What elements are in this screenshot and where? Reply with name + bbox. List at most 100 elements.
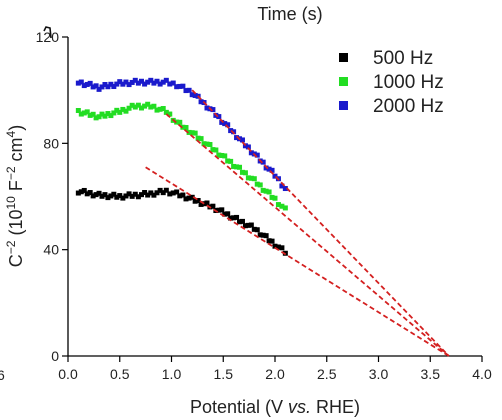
fit-line xyxy=(145,166,450,357)
data-point xyxy=(108,193,114,199)
data-point xyxy=(180,192,186,198)
data-point xyxy=(102,113,108,119)
x-tick-label: 2.0 xyxy=(265,366,285,382)
y-axis-title-sup: 4 xyxy=(4,130,18,137)
data-point xyxy=(78,111,84,117)
data-point xyxy=(90,193,96,199)
data-point xyxy=(228,215,234,221)
data-point xyxy=(210,147,216,153)
data-point xyxy=(99,84,105,90)
data-point xyxy=(263,233,269,239)
legend-label: 1000 Hz xyxy=(373,72,444,93)
x-axis-title-part: Potential (V xyxy=(190,397,288,417)
data-point xyxy=(96,190,102,196)
data-point xyxy=(254,181,260,187)
data-point xyxy=(225,122,231,128)
x-tick-label: 4.0 xyxy=(472,366,492,382)
data-point xyxy=(129,79,135,85)
data-point xyxy=(213,147,219,153)
data-point xyxy=(269,194,275,200)
data-point xyxy=(163,109,169,115)
data-point xyxy=(90,84,96,90)
data-point xyxy=(201,141,207,147)
data-point xyxy=(189,92,195,98)
y-axis-title-sup: −2 xyxy=(4,166,18,180)
data-point xyxy=(170,190,176,196)
data-point xyxy=(160,79,166,85)
y-axis-title-part: C xyxy=(6,254,26,267)
series-500-hz xyxy=(75,187,288,256)
data-point xyxy=(216,114,222,120)
data-point xyxy=(216,152,222,158)
data-point xyxy=(108,113,114,119)
data-point xyxy=(282,186,288,192)
data-point xyxy=(157,187,163,193)
legend: 500 Hz 1000 Hz 2000 Hz xyxy=(339,48,444,117)
data-point xyxy=(242,223,248,229)
data-point xyxy=(87,190,93,196)
data-point xyxy=(108,81,114,87)
data-point xyxy=(183,88,189,94)
data-point xyxy=(174,189,180,195)
data-point xyxy=(105,84,111,90)
data-point xyxy=(102,82,108,88)
x-tick-label: 0.5 xyxy=(110,366,130,382)
data-point xyxy=(135,194,141,200)
data-point xyxy=(170,80,176,86)
data-point xyxy=(174,84,180,90)
data-point xyxy=(138,78,144,84)
data-point xyxy=(242,170,248,176)
y-axis-title-part: (10 xyxy=(6,210,26,241)
data-point xyxy=(75,190,81,196)
data-point xyxy=(245,222,251,228)
fit-line xyxy=(191,89,450,357)
data-point xyxy=(269,167,275,173)
data-point xyxy=(245,175,251,181)
data-point xyxy=(186,195,192,201)
x-tick-label: 2.5 xyxy=(317,366,337,382)
data-point xyxy=(192,92,198,98)
data-point xyxy=(111,110,117,116)
data-point xyxy=(204,200,210,206)
data-point xyxy=(228,128,234,134)
data-point xyxy=(279,183,285,189)
data-point xyxy=(96,114,102,120)
data-point xyxy=(263,188,269,194)
data-point xyxy=(78,79,84,85)
data-point xyxy=(204,141,210,147)
data-point xyxy=(114,194,120,200)
x-tick-label: 1.5 xyxy=(214,366,234,382)
x-axis-title-vs: vs. xyxy=(288,397,311,417)
data-point xyxy=(177,193,183,199)
data-point xyxy=(198,136,204,142)
data-point xyxy=(132,104,138,110)
y-tick-label: 0 xyxy=(51,348,59,364)
data-point xyxy=(222,211,228,217)
data-point xyxy=(102,192,108,198)
data-point xyxy=(145,192,151,198)
data-point xyxy=(117,79,123,85)
data-point xyxy=(114,107,120,113)
data-point xyxy=(269,238,275,244)
data-point xyxy=(114,81,120,87)
data-point xyxy=(275,202,281,208)
data-point xyxy=(117,193,123,199)
legend-swatch xyxy=(339,101,348,110)
data-point xyxy=(154,190,160,196)
data-point xyxy=(198,201,204,207)
data-point xyxy=(254,152,260,158)
data-point xyxy=(225,158,231,164)
data-point xyxy=(117,109,123,115)
data-point xyxy=(120,106,126,112)
data-point xyxy=(105,195,111,201)
data-point xyxy=(126,105,132,111)
legend-label: 2000 Hz xyxy=(373,96,444,117)
data-point xyxy=(163,77,169,83)
data-point xyxy=(239,218,245,224)
data-point xyxy=(93,115,99,121)
x-axis-title: Potential (V vs. RHE) xyxy=(190,397,360,417)
data-point xyxy=(189,130,195,136)
data-point xyxy=(111,84,117,90)
series-2000-hz xyxy=(75,77,288,192)
data-point xyxy=(248,150,254,156)
